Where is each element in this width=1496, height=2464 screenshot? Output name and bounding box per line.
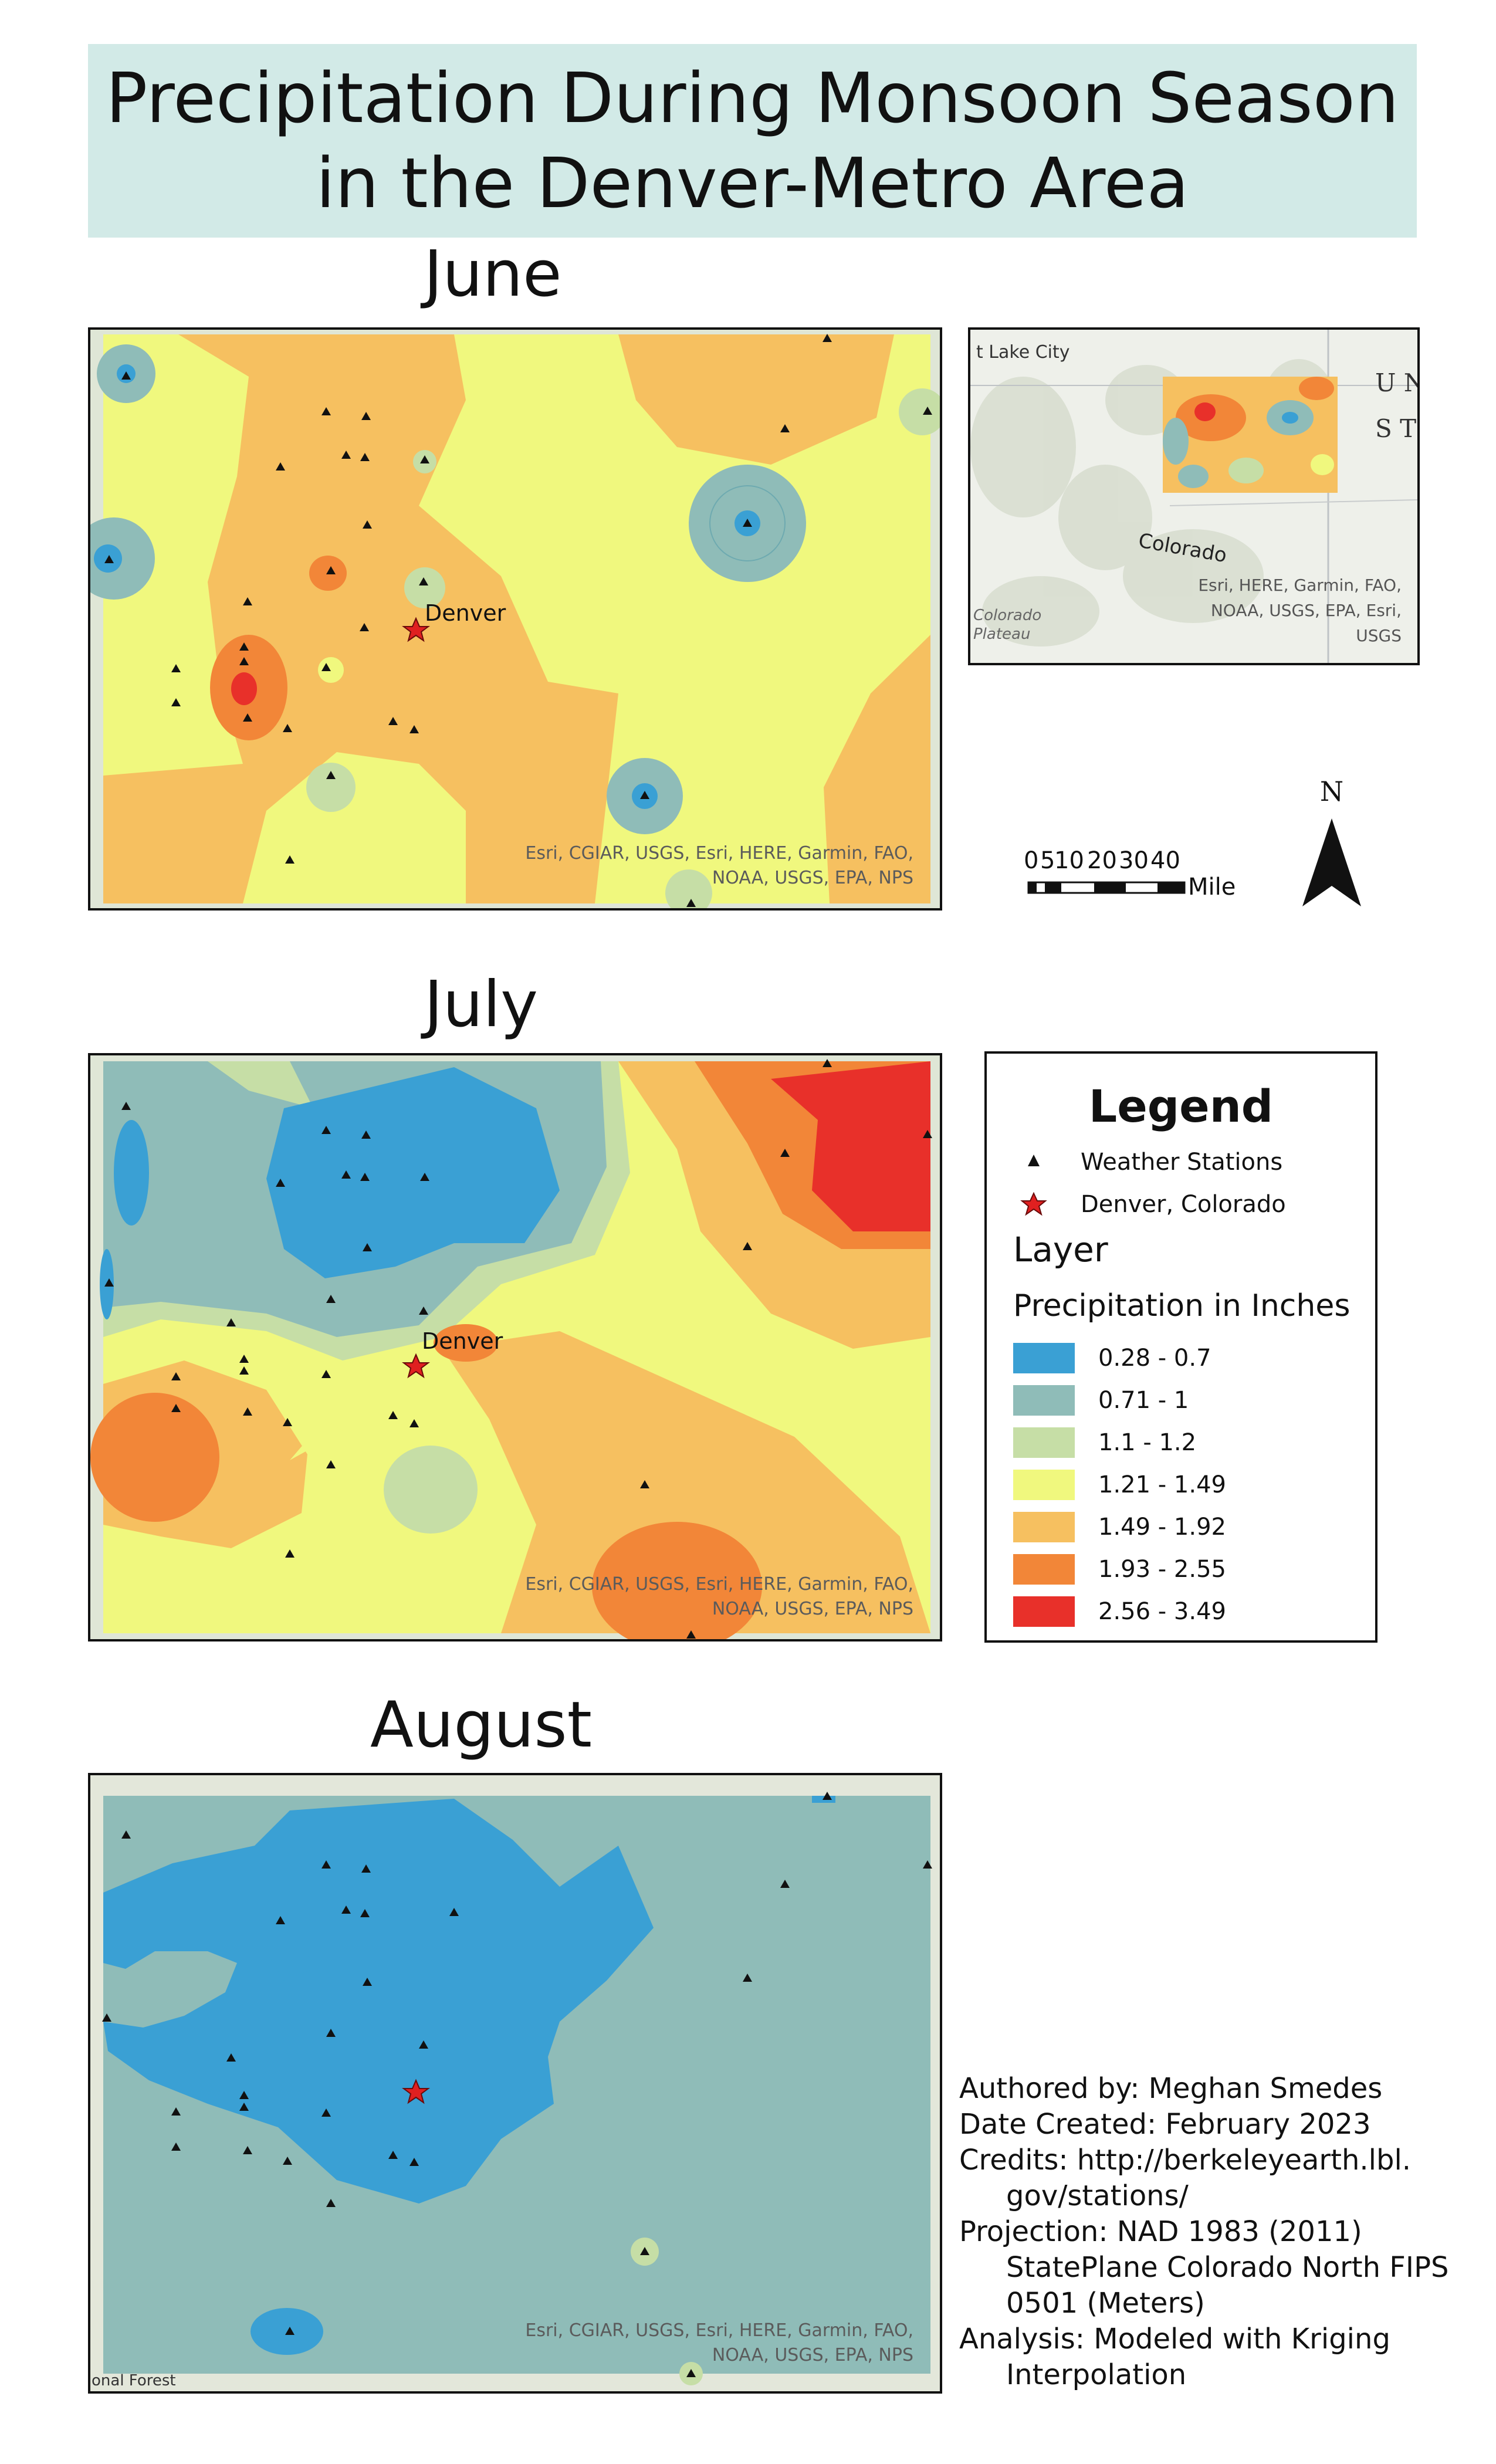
inset-attribution-2: NOAA, USGS, EPA, Esri, [1211, 601, 1402, 620]
june-attribution-line-2: NOAA, USGS, EPA, NPS [712, 868, 913, 888]
credit-projection-3: 0501 (Meters) [1006, 2287, 1205, 2320]
map-legend: Legend Weather Stations Denver, Colorado… [984, 1051, 1377, 1643]
scale-tick-0: 0 [1024, 847, 1038, 874]
legend-class-3: 1.1 - 1.2 [1013, 1427, 1196, 1458]
credit-author: Authored by: Meghan Smedes [959, 2072, 1383, 2105]
legend-class-label-7: 2.56 - 3.49 [1098, 1598, 1226, 1625]
august-heading: August [370, 1688, 592, 1762]
inset-basemap: t Lake City Colorado Colorado Plateau U … [970, 330, 1417, 663]
june-map: Denver Esri, CGIAR, USGS, Esri, HERE, Ga… [88, 327, 942, 911]
legend-denver-label: Denver, Colorado [1081, 1191, 1286, 1218]
inset-label-plateau-1: Colorado [973, 607, 1041, 624]
legend-class-1: 0.28 - 0.7 [1013, 1343, 1211, 1373]
legend-precip-label: Precipitation in Inches [1013, 1288, 1351, 1324]
credit-analysis-1: Analysis: Modeled with Kriging [959, 2323, 1390, 2355]
map-credits: Authored by: Meghan Smedes Date Created:… [959, 2071, 1475, 2393]
august-precip-surface: onal Forest [90, 1775, 940, 2391]
north-arrow-label: N [1320, 776, 1343, 807]
legend-swatch-1 [1013, 1343, 1075, 1373]
june-denver-star [402, 617, 430, 642]
august-attribution-line-1: Esri, CGIAR, USGS, Esri, HERE, Garmin, F… [525, 2320, 913, 2341]
legend-swatch-4 [1013, 1470, 1075, 1500]
legend-class-label-1: 0.28 - 0.7 [1098, 1345, 1211, 1372]
august-denver-star [402, 2079, 430, 2104]
august-attribution: Esri, CGIAR, USGS, Esri, HERE, Garmin, F… [525, 2319, 913, 2368]
inset-edge-label-2: S T [1375, 414, 1416, 443]
inset-edge-label-1: U N [1375, 368, 1417, 397]
july-denver-star [402, 1353, 430, 1379]
legend-swatch-5 [1013, 1512, 1075, 1542]
map-title-line-1: Precipitation During Monsoon Season [106, 57, 1399, 138]
legend-swatch-2 [1013, 1385, 1075, 1416]
star-icon [1020, 1192, 1047, 1216]
triangle-icon [1028, 1155, 1040, 1166]
july-attribution-line-1: Esri, CGIAR, USGS, Esri, HERE, Garmin, F… [525, 1574, 913, 1595]
july-map: Denver Esri, CGIAR, USGS, Esri, HERE, Ga… [88, 1053, 942, 1641]
legend-swatch-7 [1013, 1596, 1075, 1627]
legend-class-6: 1.93 - 2.55 [1013, 1554, 1226, 1585]
july-weather-stations [104, 1059, 932, 1639]
legend-class-label-2: 0.71 - 1 [1098, 1387, 1189, 1414]
scale-tick-40: 40 [1150, 847, 1180, 874]
legend-item-denver: Denver, Colorado [1013, 1190, 1286, 1219]
legend-swatch-3 [1013, 1427, 1075, 1458]
august-weather-stations [102, 1792, 932, 2377]
legend-class-label-4: 1.21 - 1.49 [1098, 1471, 1226, 1498]
credit-date: Date Created: February 2023 [959, 2108, 1371, 2141]
scale-tick-5: 5 [1040, 847, 1055, 874]
legend-item-stations: Weather Stations [1013, 1148, 1282, 1177]
legend-swatch-6 [1013, 1554, 1075, 1585]
june-heading: June [424, 238, 562, 311]
august-edge-label: onal Forest [92, 2372, 176, 2389]
credit-source-1: Credits: http://berkeleyearth.lbl. [959, 2144, 1412, 2177]
scale-tick-20: 20 [1087, 847, 1117, 874]
legend-title: Legend [1088, 1080, 1274, 1132]
inset-label-lake-city: t Lake City [976, 342, 1070, 363]
june-attribution: Esri, CGIAR, USGS, Esri, HERE, Garmin, F… [525, 841, 913, 891]
north-arrow: N [1297, 774, 1367, 921]
credit-source-2: gov/stations/ [1006, 2179, 1189, 2212]
map-title-line-2: in the Denver-Metro Area [316, 143, 1189, 224]
june-precip-surface: Denver [90, 330, 940, 908]
legend-layer-label: Layer [1013, 1230, 1108, 1270]
legend-class-7: 2.56 - 3.49 [1013, 1596, 1226, 1627]
locator-inset-map: t Lake City Colorado Colorado Plateau U … [968, 327, 1420, 665]
june-weather-stations [104, 334, 932, 907]
scale-unit: Miles [1188, 874, 1235, 901]
legend-stations-label: Weather Stations [1081, 1149, 1283, 1176]
legend-class-label-5: 1.49 - 1.92 [1098, 1514, 1226, 1541]
inset-attribution-3: USGS [1356, 626, 1402, 645]
scale-tick-30: 30 [1119, 847, 1149, 874]
scale-tick-10: 10 [1054, 847, 1084, 874]
july-attribution: Esri, CGIAR, USGS, Esri, HERE, Garmin, F… [525, 1572, 913, 1622]
july-precip-surface: Denver [90, 1055, 940, 1639]
credit-projection-1: Projection: NAD 1983 (2011) [959, 2215, 1362, 2248]
july-heading: July [424, 968, 539, 1041]
legend-class-label-6: 1.93 - 2.55 [1098, 1556, 1226, 1583]
scale-bar: 0 5 10 20 30 40 Miles [1024, 845, 1248, 915]
legend-class-4: 1.21 - 1.49 [1013, 1470, 1226, 1500]
june-attribution-line-1: Esri, CGIAR, USGS, Esri, HERE, Garmin, F… [525, 843, 913, 864]
credit-analysis-2: Interpolation [1006, 2358, 1187, 2391]
june-denver-label: Denver [425, 600, 506, 626]
map-title-banner: Precipitation During Monsoon Season in t… [88, 44, 1417, 238]
legend-class-2: 0.71 - 1 [1013, 1385, 1189, 1416]
july-denver-label: Denver [422, 1328, 503, 1354]
legend-class-5: 1.49 - 1.92 [1013, 1512, 1226, 1542]
north-arrow-icon [1302, 818, 1361, 906]
july-attribution-line-2: NOAA, USGS, EPA, NPS [712, 1599, 913, 1619]
august-attribution-line-2: NOAA, USGS, EPA, NPS [712, 2345, 913, 2365]
legend-class-label-3: 1.1 - 1.2 [1098, 1429, 1197, 1456]
inset-attribution-1: Esri, HERE, Garmin, FAO, [1198, 576, 1402, 595]
inset-label-plateau-2: Plateau [973, 625, 1030, 643]
credit-projection-2: StatePlane Colorado North FIPS [1006, 2251, 1449, 2284]
august-map: onal Forest Esri, CGIAR, USGS, Esri, HER… [88, 1773, 942, 2394]
